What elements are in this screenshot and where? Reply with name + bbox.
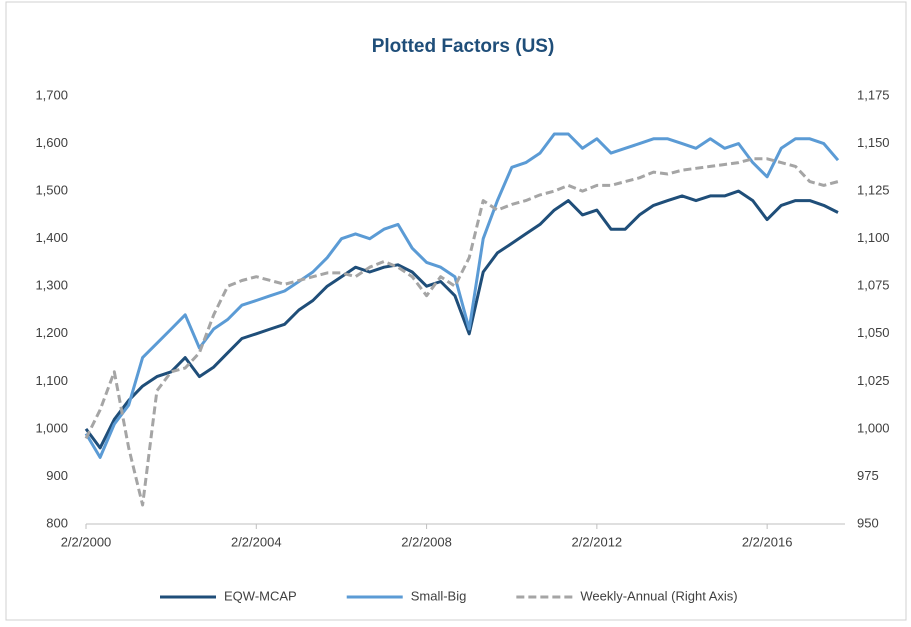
y2-tick-label: 1,075 xyxy=(857,278,890,293)
x-tick-label: 2/2/2008 xyxy=(401,534,452,549)
y-tick-label: 1,400 xyxy=(35,230,68,245)
legend-label: Small-Big xyxy=(411,588,467,603)
legend-label: EQW-MCAP xyxy=(224,588,297,603)
series-line xyxy=(84,189,839,450)
y-tick-label: 1,500 xyxy=(35,183,68,198)
y-tick-label: 1,600 xyxy=(35,135,68,150)
y-tick-label: 1,100 xyxy=(35,373,68,388)
series-line xyxy=(84,132,840,459)
y-tick-label: 1,300 xyxy=(35,278,68,293)
y2-tick-label: 950 xyxy=(857,515,879,530)
x-tick-label: 2/2/2004 xyxy=(231,534,282,549)
y2-tick-label: 1,025 xyxy=(857,373,890,388)
y2-tick-label: 1,150 xyxy=(857,135,890,150)
y2-tick-label: 1,175 xyxy=(857,87,890,102)
y2-tick-label: 975 xyxy=(857,468,879,483)
y2-tick-label: 1,125 xyxy=(857,183,890,198)
chart-frame xyxy=(5,1,907,621)
y-tick-label: 900 xyxy=(46,468,68,483)
y-tick-label: 1,200 xyxy=(35,325,68,340)
chart-title: Plotted Factors (US) xyxy=(372,36,555,57)
y-tick-label: 1,000 xyxy=(35,420,68,435)
x-tick-label: 2/2/2016 xyxy=(742,534,793,549)
y2-tick-label: 1,000 xyxy=(857,420,890,435)
legend-label: Weekly-Annual (Right Axis) xyxy=(580,588,737,603)
y-tick-label: 800 xyxy=(46,515,68,530)
y2-tick-label: 1,050 xyxy=(857,325,890,340)
series-line xyxy=(84,157,839,507)
x-tick-label: 2/2/2000 xyxy=(61,534,112,549)
y-tick-label: 1,700 xyxy=(35,87,68,102)
x-tick-label: 2/2/2012 xyxy=(572,534,623,549)
y2-tick-label: 1,100 xyxy=(857,230,890,245)
